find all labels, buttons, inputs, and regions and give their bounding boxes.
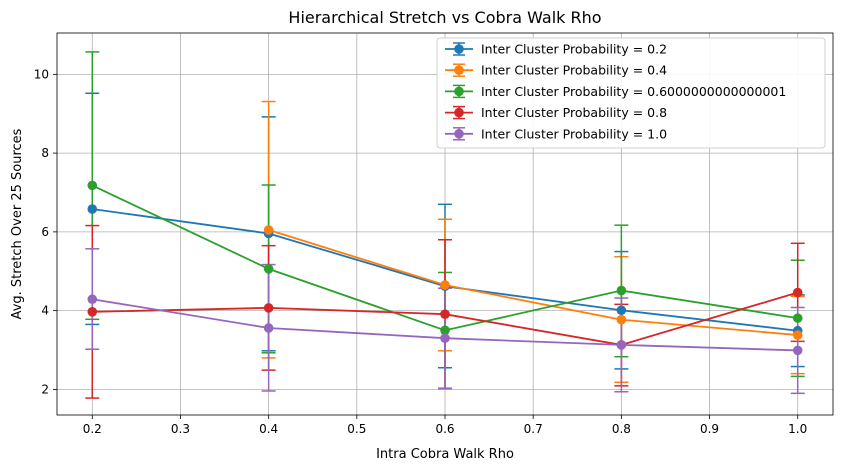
data-point	[87, 204, 98, 214]
x-tick-label: 0.9	[700, 422, 719, 436]
data-point	[792, 313, 803, 323]
y-tick-label: 2	[41, 382, 49, 396]
x-tick-label: 0.5	[347, 422, 366, 436]
legend-box	[436, 37, 826, 149]
legend-label: Inter Cluster Probability = 0.6000000000…	[481, 84, 786, 99]
x-tick-label: 0.3	[171, 422, 190, 436]
data-point	[263, 225, 274, 235]
x-tick-label: 0.6	[435, 422, 454, 436]
data-point	[616, 314, 627, 325]
legend-marker	[454, 44, 464, 54]
y-tick-label: 10	[34, 67, 49, 81]
legend-label: Inter Cluster Probability = 0.4	[481, 63, 667, 78]
data-point	[263, 264, 274, 274]
x-tick-label: 0.2	[83, 422, 102, 436]
y-ticks: 2 4 6 8 10	[34, 67, 57, 396]
data-point	[263, 303, 274, 313]
data-point	[87, 180, 98, 191]
series-line	[268, 229, 798, 336]
y-tick-label: 6	[41, 225, 49, 239]
legend: Inter Cluster Probability = 0.2 Inter Clu…	[436, 37, 826, 149]
x-tick-label: 0.4	[259, 422, 278, 436]
x-tick-label: 1.0	[788, 422, 807, 436]
legend-marker	[454, 107, 464, 118]
data-point	[440, 280, 450, 290]
data-point	[263, 323, 274, 333]
x-tick-label: 0.8	[612, 422, 631, 436]
x-tick-label: 0.7	[524, 422, 543, 436]
data-point	[616, 340, 627, 350]
data-point	[440, 333, 450, 344]
x-axis-label: Intra Cobra Walk Rho	[376, 447, 514, 462]
y-tick-label: 4	[41, 304, 49, 318]
data-point	[792, 345, 803, 356]
legend-marker	[454, 65, 464, 75]
series-markers	[87, 180, 803, 356]
data-point	[440, 309, 450, 319]
data-point	[616, 305, 627, 316]
data-point	[87, 294, 98, 305]
legend-marker	[454, 129, 464, 139]
legend-label: Inter Cluster Probability = 1.0	[481, 126, 667, 141]
data-point	[87, 307, 98, 317]
legend-marker	[454, 86, 464, 97]
legend-label: Inter Cluster Probability = 0.2	[481, 42, 667, 57]
data-point	[792, 330, 803, 340]
data-point	[792, 287, 803, 298]
chart-title: Hierarchical Stretch vs Cobra Walk Rho	[288, 8, 601, 27]
data-point	[616, 285, 627, 296]
legend-label: Inter Cluster Probability = 0.8	[481, 105, 667, 120]
y-axis-label: Avg. Stretch Over 25 Sources	[10, 128, 25, 319]
y-tick-label: 8	[41, 146, 49, 160]
data-point	[440, 325, 450, 336]
x-ticks: 0.2 0.3 0.4 0.5 0.6 0.7 0.8 0.9 1.0	[83, 415, 807, 436]
